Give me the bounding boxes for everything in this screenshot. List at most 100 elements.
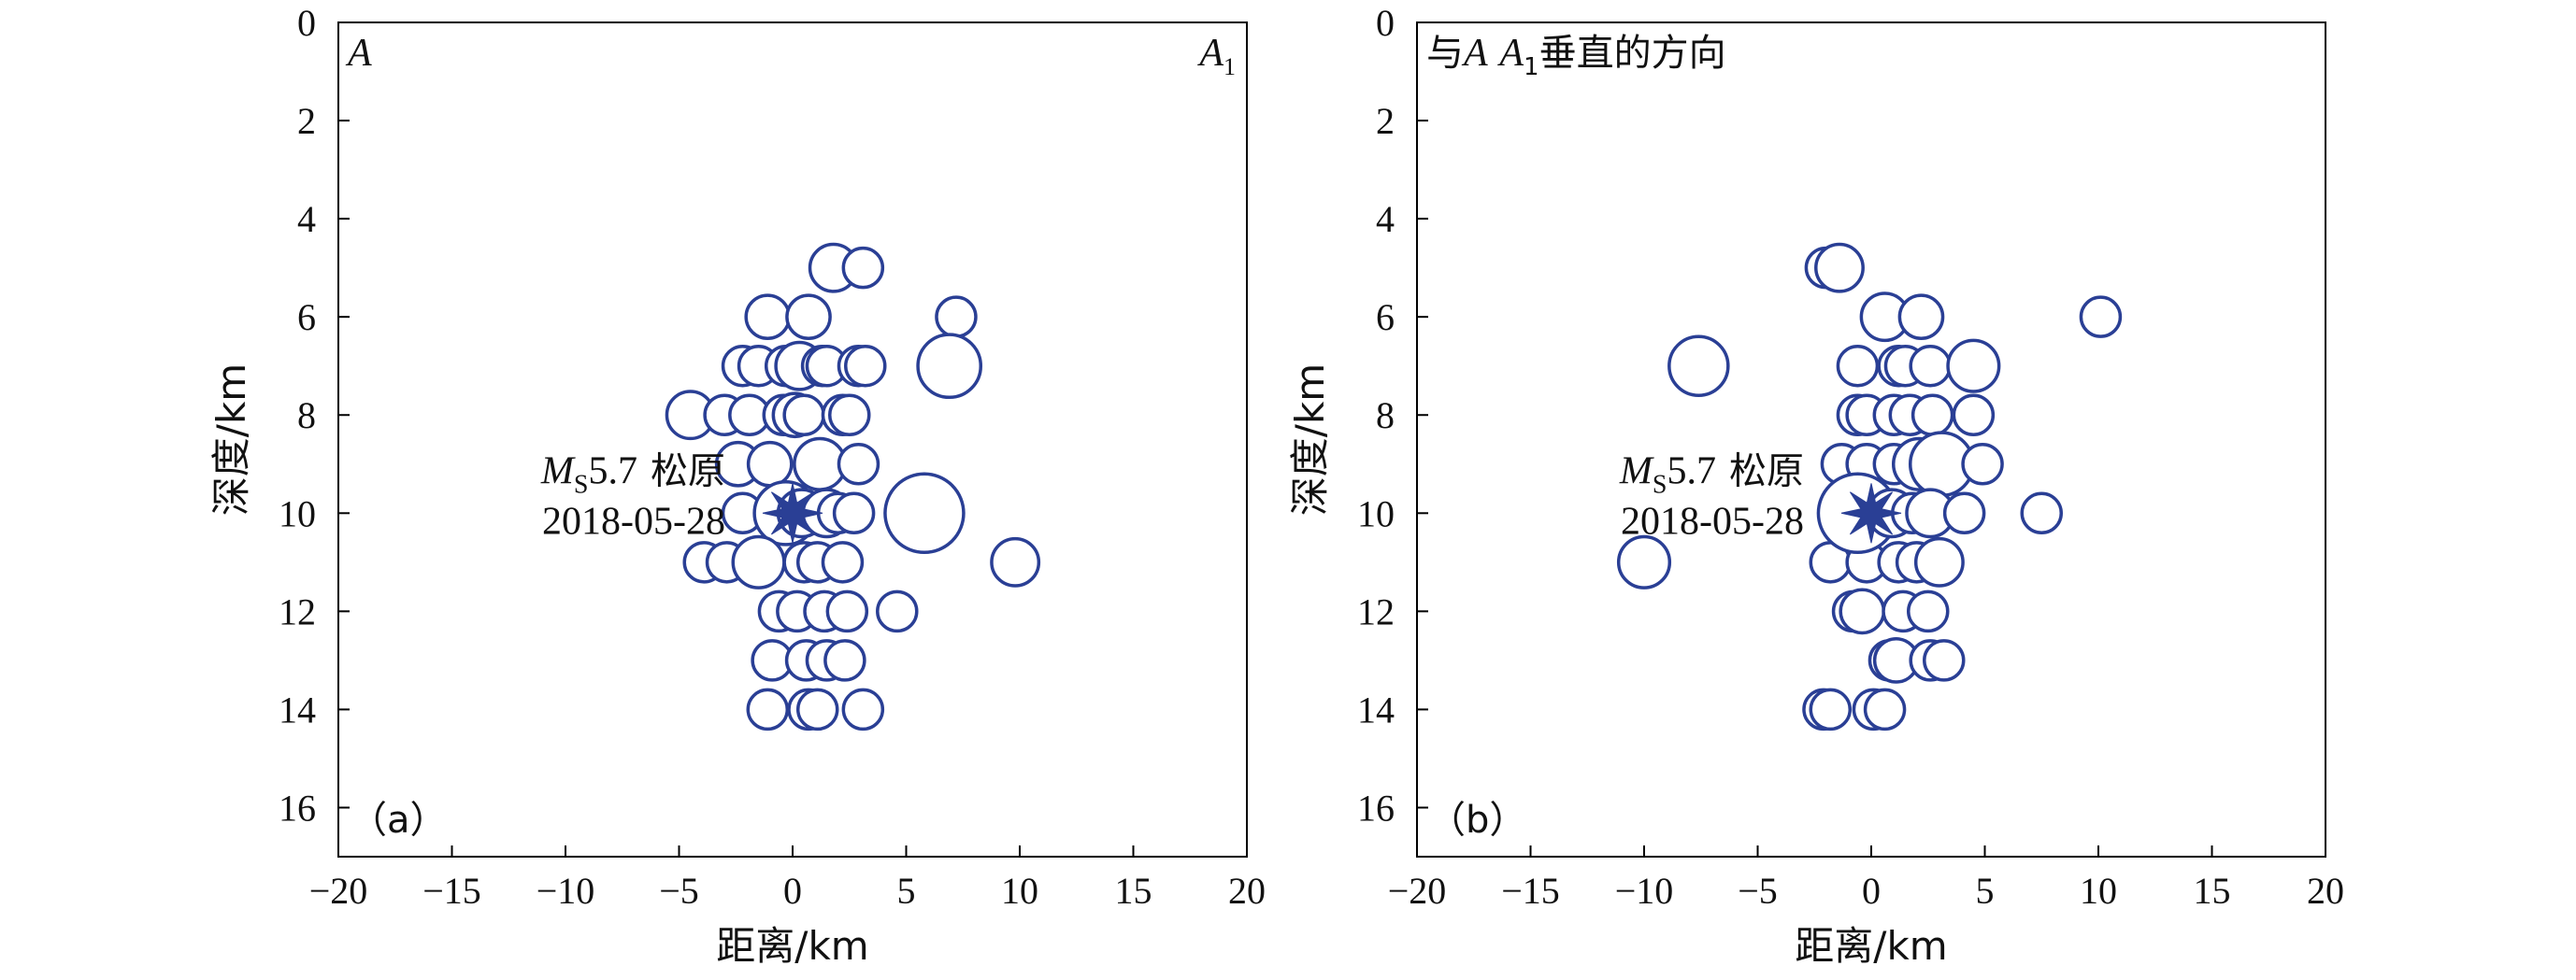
corner-label-a: A	[345, 32, 372, 75]
x-tick-label: 5	[1976, 870, 1995, 912]
event-circle	[1946, 338, 2001, 393]
x-tick-label: 0	[1862, 870, 1881, 912]
event-circle	[782, 393, 825, 436]
event-circle	[1814, 242, 1865, 293]
event-circle	[990, 536, 1041, 588]
event-circle	[785, 293, 832, 341]
mainshock-star	[762, 483, 823, 544]
x-tick-label: −15	[1501, 870, 1560, 912]
plot-frame-b	[1416, 21, 2326, 858]
y-tick-label: 12	[1357, 590, 1395, 632]
event-circle	[1952, 393, 1996, 436]
axis-ticks-b: −20 −15 −10 −5 0 5 10 15 20 0 2 4 6 8 10 12 14 16	[1357, 2, 2344, 912]
y-axis-label-b: 深度/km	[1287, 363, 1333, 516]
mainshock-m-b: M	[1619, 449, 1654, 492]
event-circle	[2079, 295, 2123, 338]
corner-b-a1-sub: 1	[1524, 53, 1539, 81]
x-tick-label: 10	[1001, 870, 1038, 912]
event-circle	[795, 688, 839, 731]
event-circle	[1667, 334, 1730, 397]
x-tick-label: 20	[2307, 870, 2344, 912]
y-tick-label: 14	[279, 689, 316, 731]
mainshock-label-b: MS5.7 松原	[1619, 449, 1804, 499]
panel-a: −20 −15 −10 −5 0 5 10 15 20 0 2 4 6 8 10 12 14 16 距离/km 深…	[208, 2, 1266, 969]
y-tick-label: 4	[297, 198, 316, 240]
y-tick-label: 16	[1357, 787, 1395, 829]
y-tick-label: 4	[1376, 198, 1395, 240]
y-tick-label: 0	[1376, 2, 1395, 44]
event-circle	[1836, 344, 1880, 388]
x-tick-label: 15	[1115, 870, 1152, 912]
x-tick-label: −5	[659, 870, 699, 912]
y-tick-label: 10	[1357, 492, 1395, 534]
y-tick-label: 14	[1357, 689, 1395, 731]
event-circle	[841, 688, 885, 731]
mainshock-place-a: 松原	[651, 449, 725, 492]
x-tick-label: 0	[783, 870, 802, 912]
mainshock-label-a: MS5.7 松原	[540, 449, 725, 499]
x-tick-label: −20	[1388, 870, 1447, 912]
mainshock-date-b: 2018-05-28	[1621, 500, 1804, 543]
mainshock-date-a: 2018-05-28	[542, 500, 725, 543]
y-tick-label: 8	[1376, 394, 1395, 436]
panel-label-a: （a）	[350, 799, 448, 842]
event-circle	[1897, 293, 1945, 341]
event-circle	[1809, 688, 1853, 731]
event-circle	[1961, 443, 2004, 486]
y-tick-label: 6	[297, 296, 316, 338]
x-axis-label-b: 距离/km	[1795, 923, 1947, 969]
event-circle	[883, 472, 966, 555]
event-circle	[935, 295, 978, 338]
y-tick-label: 8	[297, 394, 316, 436]
event-circle	[746, 440, 794, 488]
panel-label-b: （b）	[1428, 799, 1526, 842]
mainshock-mag-b: 5.7	[1667, 449, 1717, 492]
event-circle	[1616, 534, 1672, 589]
x-tick-label: −5	[1738, 870, 1778, 912]
event-circle	[832, 491, 876, 535]
mainshock-sub-b: S	[1653, 470, 1667, 499]
event-circle	[823, 639, 866, 682]
corner-a1-main: A	[1196, 32, 1224, 75]
plot-frame-a	[337, 21, 1248, 858]
x-tick-label: −20	[309, 870, 368, 912]
event-circle	[1909, 344, 1952, 388]
event-circle	[841, 246, 885, 290]
event-circle	[825, 589, 869, 633]
scatter-points-b	[1616, 242, 2123, 731]
corner-b-a: A	[1461, 32, 1488, 75]
corner-b-post: 垂直的方向	[1539, 32, 1726, 75]
event-circle	[1911, 393, 1954, 436]
y-axis-label-a: 深度/km	[208, 363, 254, 516]
mainshock-mag-a: 5.7	[589, 449, 638, 492]
corner-label-a1: A1	[1196, 32, 1236, 80]
y-tick-label: 0	[297, 2, 316, 44]
mainshock-star-b	[1840, 483, 1902, 544]
x-tick-label: 20	[1228, 870, 1266, 912]
event-circle	[744, 293, 792, 341]
y-tick-label: 12	[279, 590, 316, 632]
x-tick-label: −10	[537, 870, 595, 912]
event-circle	[1839, 588, 1886, 635]
axis-ticks-a: −20 −15 −10 −5 0 5 10 15 20 0 2 4 6 8 10 12 14 16	[279, 2, 1266, 912]
corner-a1-sub: 1	[1224, 53, 1236, 80]
x-axis-label-a: 距离/km	[716, 923, 868, 969]
event-circle	[821, 541, 865, 584]
x-tick-label: −15	[422, 870, 481, 912]
x-tick-label: −10	[1615, 870, 1674, 912]
mainshock-star-a	[762, 483, 823, 544]
event-circle	[1942, 491, 1986, 535]
event-circle	[844, 344, 887, 388]
y-tick-label: 10	[279, 492, 316, 534]
y-tick-label: 16	[279, 787, 316, 829]
mainshock-m-a: M	[540, 449, 576, 492]
x-tick-label: 5	[897, 870, 916, 912]
corner-b-a1: A	[1496, 32, 1524, 75]
x-tick-label: 10	[2080, 870, 2117, 912]
y-tick-label: 2	[1376, 100, 1395, 142]
mainshock-place-b: 松原	[1729, 449, 1804, 492]
event-circle	[828, 393, 871, 436]
corner-b-pre: 与	[1426, 32, 1464, 75]
event-circle	[1913, 536, 1965, 588]
